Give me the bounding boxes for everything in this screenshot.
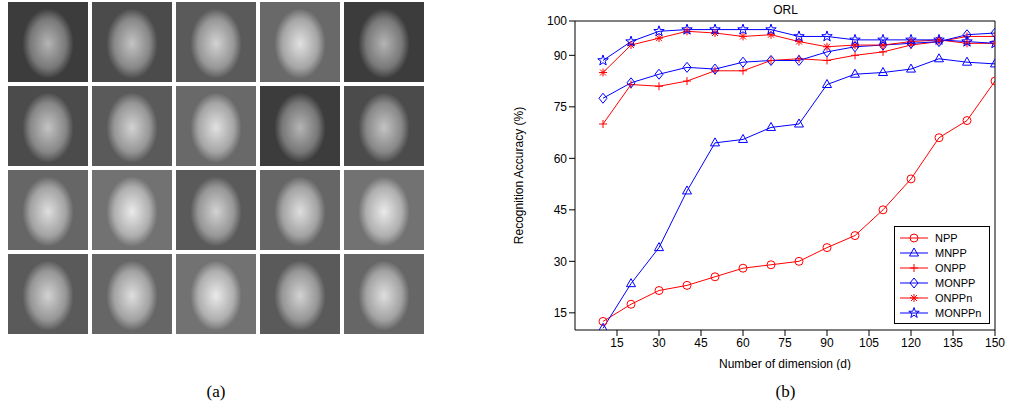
svg-text:30: 30 — [652, 336, 666, 350]
svg-text:Number of dimension (d): Number of dimension (d) — [719, 357, 851, 370]
html-text:MONPPn: MONPPn — [935, 306, 982, 319]
svg-text:15: 15 — [610, 336, 624, 350]
svg-text:135: 135 — [943, 336, 963, 350]
svg-text:120: 120 — [901, 336, 921, 350]
svg-text:Recognition Accuracy (%): Recognition Accuracy (%) — [512, 107, 526, 244]
html-text:ORL: ORL — [773, 3, 798, 17]
svg-text:60: 60 — [554, 152, 568, 166]
svg-text:45: 45 — [694, 336, 708, 350]
svg-text:100: 100 — [547, 14, 567, 28]
svg-text:30: 30 — [554, 255, 568, 269]
svg-text:60: 60 — [736, 336, 750, 350]
svg-text:90: 90 — [554, 49, 568, 63]
html-text:ONPP: ONPP — [935, 261, 967, 274]
html-text:(a): (a) — [206, 382, 226, 401]
svg-text:150: 150 — [985, 336, 1005, 350]
html-text:ONPPn: ONPPn — [935, 291, 973, 304]
html-text:MONPP: MONPP — [935, 276, 976, 289]
html-text:NPP: NPP — [935, 231, 958, 244]
svg-text:75: 75 — [554, 100, 568, 114]
svg-text:45: 45 — [554, 203, 568, 217]
svg-text:15: 15 — [554, 306, 568, 320]
svg-text:90: 90 — [820, 336, 834, 350]
svg-text:75: 75 — [778, 336, 792, 350]
html-text:(b): (b) — [775, 382, 796, 401]
html-text:MNPP: MNPP — [935, 246, 967, 259]
svg-text:105: 105 — [859, 336, 879, 350]
